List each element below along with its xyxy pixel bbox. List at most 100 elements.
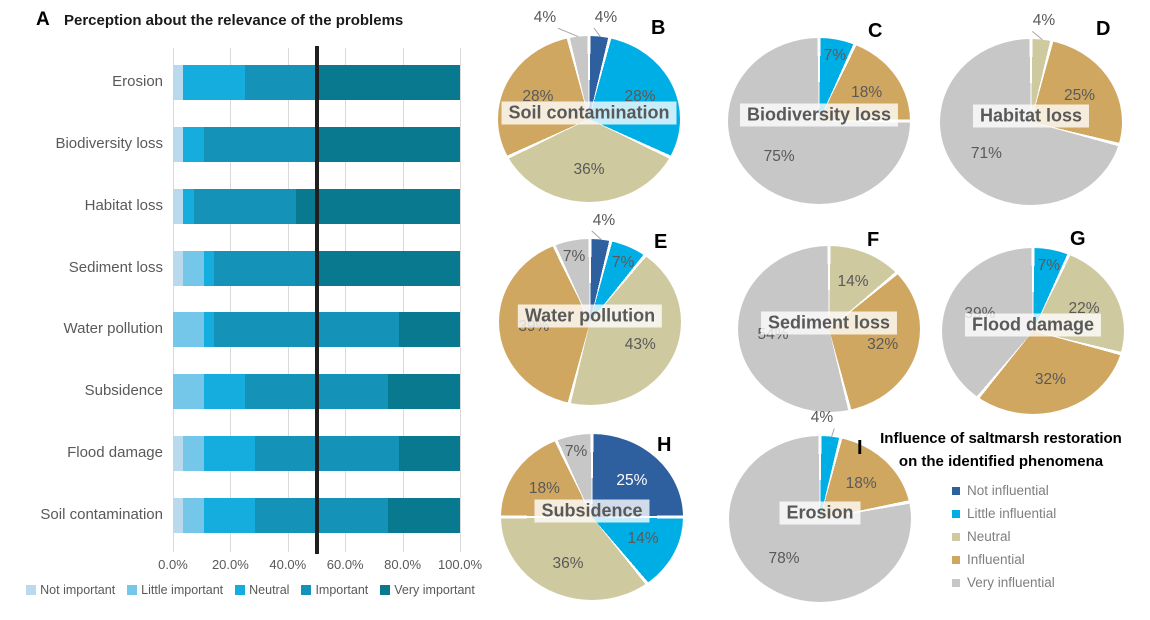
pie-title-band: Erosion [779,501,861,525]
reference-line-50pct [314,46,319,554]
panel-letter-c: C [868,20,883,42]
gridline [460,48,461,552]
axis-tick-label: 40.0% [269,557,307,572]
bar-segment-neutral [203,436,256,472]
legend-label: Neutral [249,583,290,597]
legend-swatch [952,555,960,564]
pie-slice-label: 71% [970,144,1002,162]
pie-slice-label: 7% [823,47,847,65]
bar-segment-little-important [183,250,204,286]
pie-title-band: Habitat loss [972,104,1090,128]
legend-swatch [380,585,391,595]
legend-swatch [952,578,960,587]
legend-item: Little important [127,583,223,597]
bar-segment-neutral [203,250,215,286]
pie-slice-label: 32% [1034,370,1066,388]
bar-segment-very-important [316,65,460,100]
panel-letter-e: E [654,231,668,253]
bar-segment-very-important [296,188,460,224]
legend-label: Little important [141,583,224,597]
pie-slice-label: 4% [1032,12,1056,29]
panel-letter-f: F [867,229,880,251]
pie-title-band: Water pollution [517,304,663,328]
bar-segment-neutral [203,497,256,533]
bar-row [173,312,460,348]
bar-segment-little-important [173,312,204,348]
bar-segment-neutral [203,312,215,348]
pie-title-band: Soil contamination [501,101,677,125]
pie-title-band: Subsidence [534,499,650,523]
influence-legend-items: Not influential Little influential Neutral… [952,483,1056,598]
axis-tick-label: 80.0% [384,557,422,572]
category-label: Sediment loss [68,258,163,276]
bar-segment-not-important [173,250,184,286]
pie-slice-label: 75% [763,148,795,166]
pie-slice-label: 18% [845,474,877,492]
panel-letter-i: I [857,437,863,459]
bar-row [173,374,460,410]
legend-item: Important [301,583,368,597]
category-label: Flood damage [67,444,163,462]
bar-row [173,65,460,100]
category-label: Biodiversity loss [55,134,163,152]
bar-segment-little-important [173,374,204,410]
gridline [345,48,347,552]
legend-swatch [235,585,246,595]
legend-label: Little influential [967,506,1057,521]
influence-legend-item: Little influential [952,506,1056,521]
category-label: Subsidence [84,382,163,400]
bar-segment-important [255,436,399,472]
legend-item: Neutral [235,583,289,597]
bar-plot: 0.0% 20.0% 40.0% 60.0% 80.0% 100.0% [158,46,482,572]
bar-row [173,188,460,224]
bar-segment-not-important [173,497,184,533]
pie-slice-label: 28% [624,88,656,106]
pie-slice-label: 22% [1068,300,1100,318]
pie-slice-label: 28% [522,88,554,106]
pie-slice-label: 14% [837,273,869,291]
pie-slice-label: 18% [851,84,883,102]
bar-segment-very-important [388,374,460,410]
bar-row [173,497,460,533]
bar-segment-not-important [173,126,184,162]
pie-slice-label: 14% [627,529,659,547]
panel-letter-a: A [36,9,50,30]
pie-slice-label: 32% [867,335,899,353]
pie-slice-label: 18% [528,480,560,498]
influence-legend-item: Influential [952,552,1056,567]
bar-segment-important [244,65,317,100]
bar-segment-neutral [183,65,245,100]
legend-item: Not important [26,583,115,597]
pie-title-band: Biodiversity loss [739,103,899,127]
category-label: Water pollution [63,320,164,338]
legend-swatch [952,532,960,541]
bar-segment-little-important [183,436,204,472]
bar-row [173,436,460,472]
pie-slice-label: 4% [592,212,616,229]
panel-letter-g: G [1070,228,1086,250]
legend-swatch [952,509,960,518]
category-label: Soil contamination [40,505,163,523]
influence-legend-item: Neutral [952,529,1056,544]
legend-label: Neutral [967,529,1011,544]
bar-segment-not-important [173,188,184,224]
legend-label: Not important [40,583,116,597]
bar-segment-neutral [183,126,204,162]
bar-segment-very-important [398,312,460,348]
pie-slice-label: 36% [552,554,584,572]
bar-segment-important [255,497,389,533]
legend-swatch [952,486,960,495]
axis-tick-label: 100.0% [437,557,483,572]
gridline [402,48,404,552]
legend-swatch [26,585,37,595]
axis-tick-label: 60.0% [326,557,364,572]
legend-swatch [127,585,138,595]
influence-legend-title-line2: on the identified phenomena [898,452,1104,470]
pie-slice-label: 4% [533,9,557,26]
gridline [173,48,174,552]
pie-slice-label: 36% [573,161,605,179]
bar-segment-little-important [183,497,204,533]
category-label: Habitat loss [84,196,163,214]
panel-letter-h: H [657,434,672,456]
